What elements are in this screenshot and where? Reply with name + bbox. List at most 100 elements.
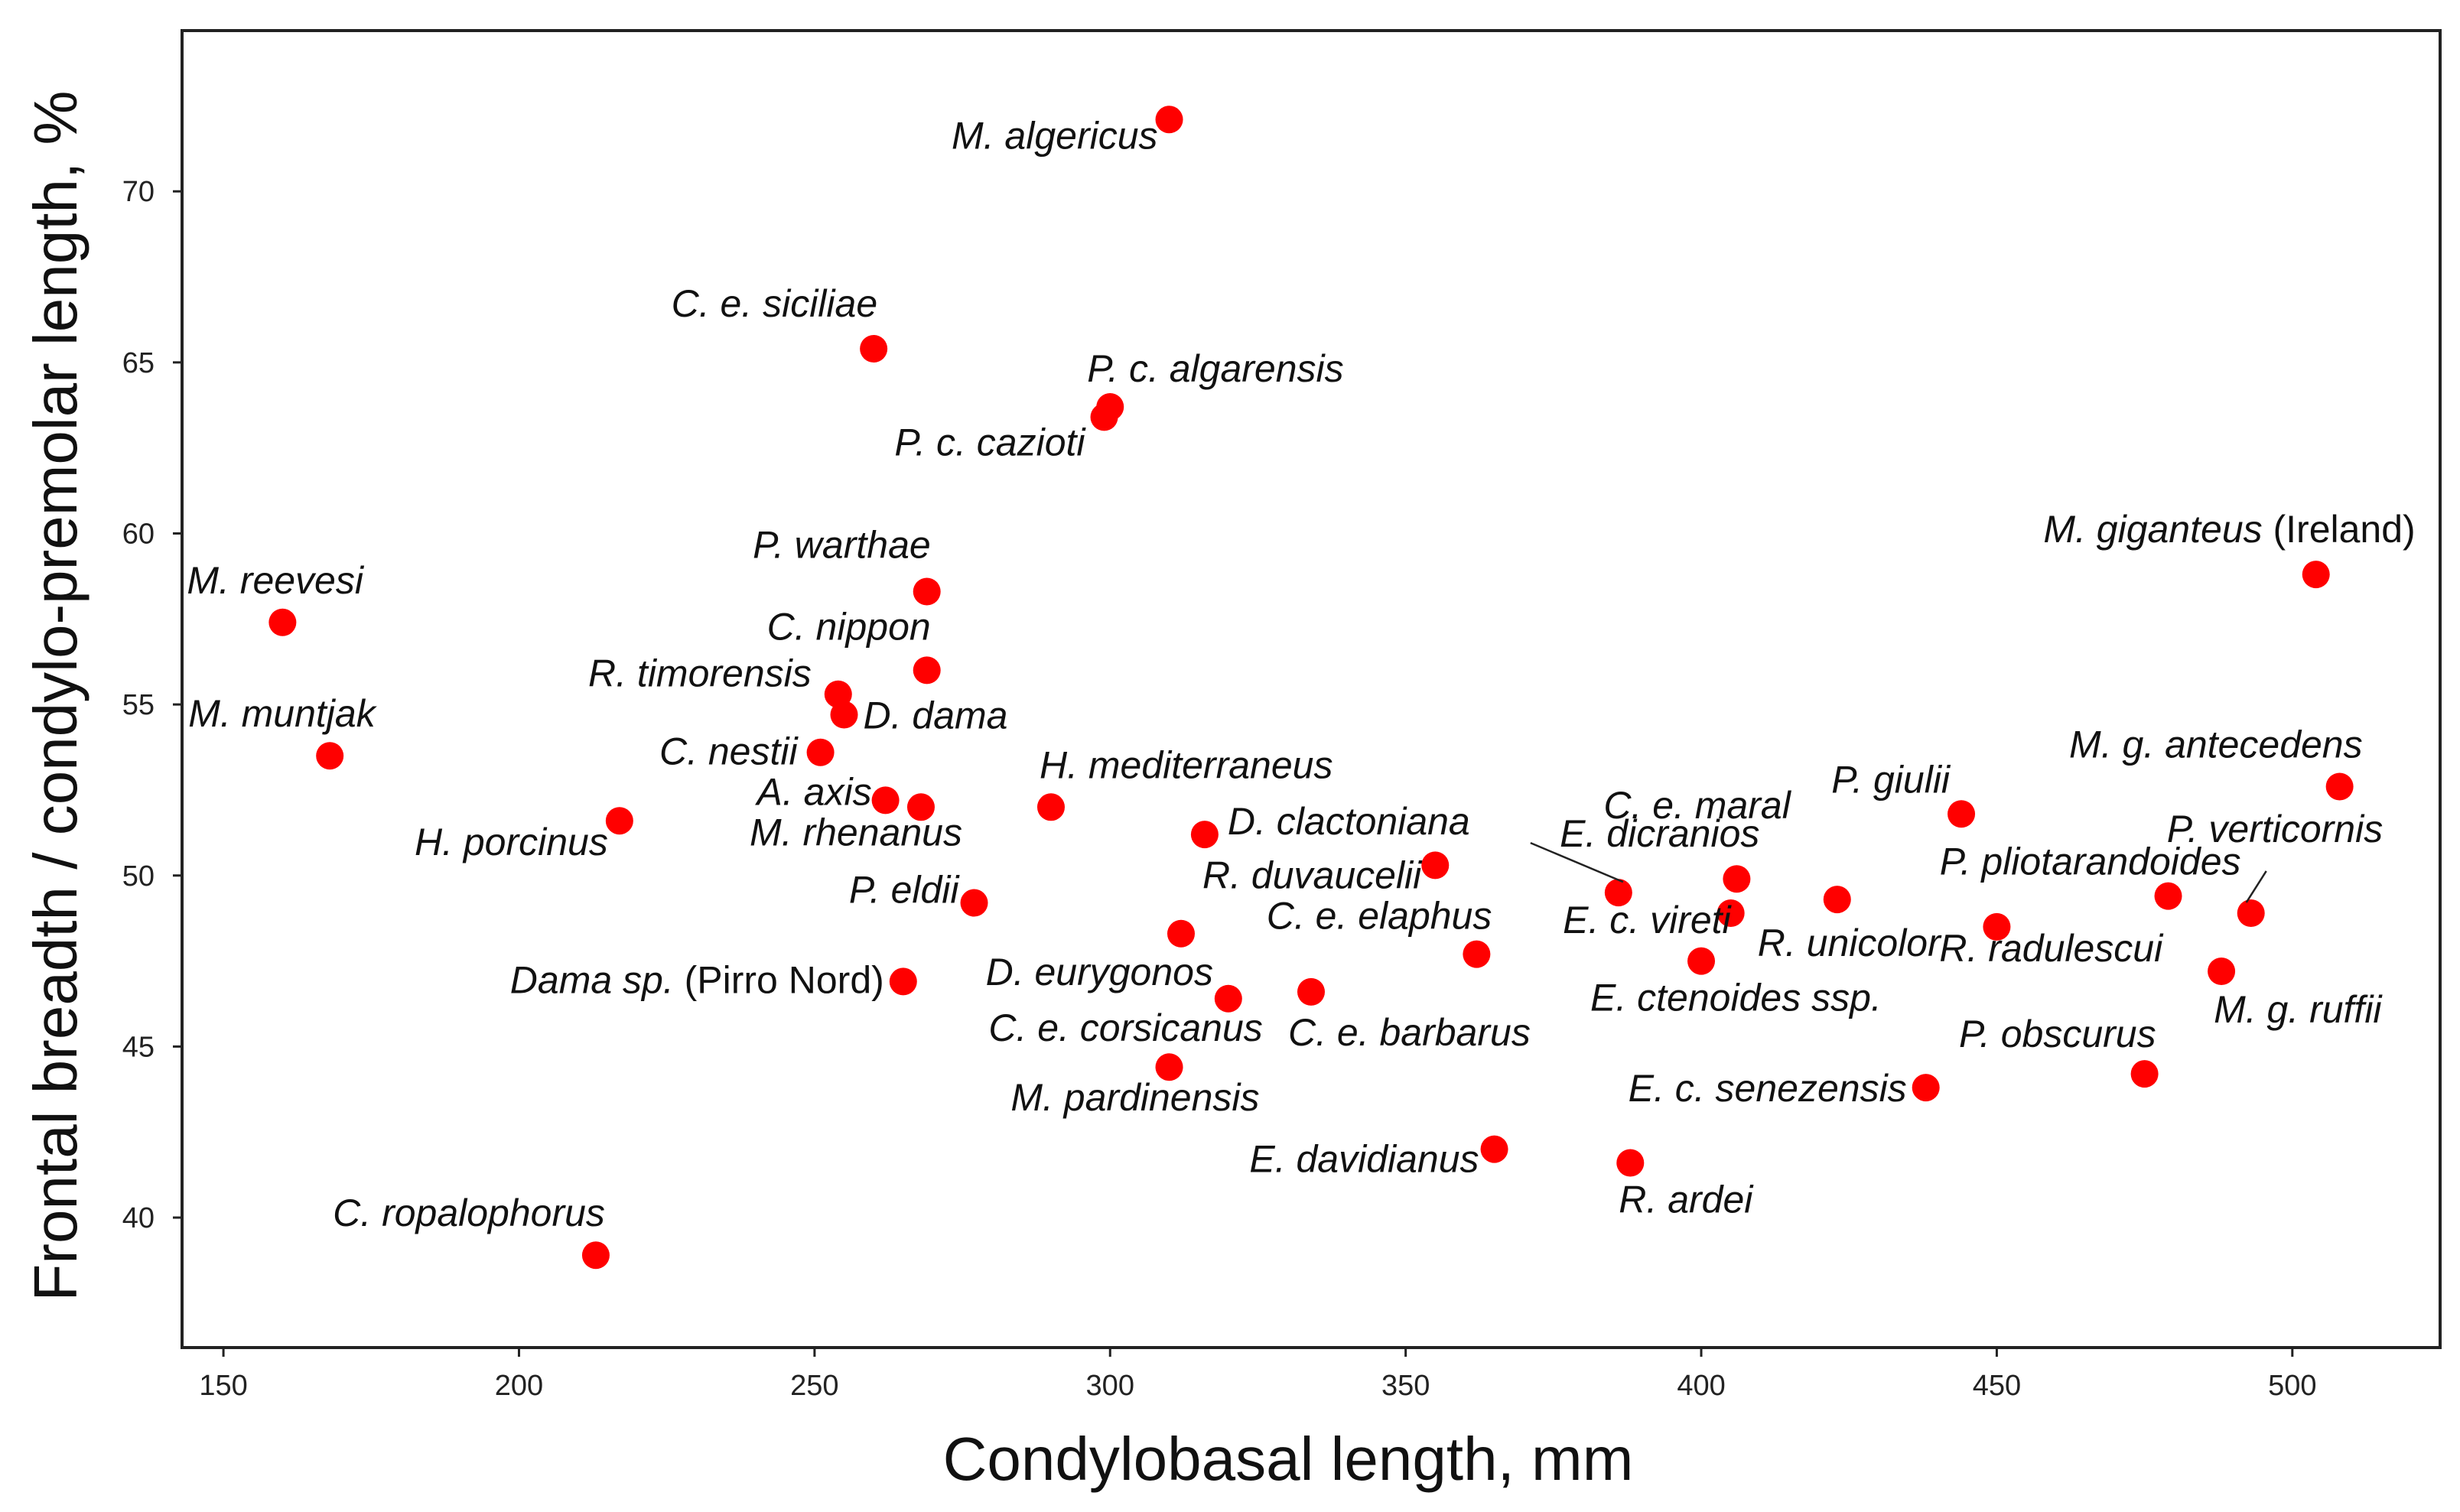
point-label: P. giulii xyxy=(1831,758,1951,801)
data-point xyxy=(871,786,900,815)
point-label: P. warthae xyxy=(753,524,931,567)
plot-frame xyxy=(181,29,2442,1349)
data-point xyxy=(889,967,917,996)
point-label: R. ardei xyxy=(1619,1178,1754,1221)
y-axis-title: Frontal breadth / condylo-premolar lengt… xyxy=(21,90,89,1301)
point-label: M. giganteus (Ireland) xyxy=(2043,508,2415,551)
point-label: R. timorensis xyxy=(588,652,812,695)
data-points xyxy=(268,106,2354,1270)
point-label: C. e. elaphus xyxy=(1267,895,1492,938)
data-point xyxy=(1155,106,1183,134)
point-label: M. g. antecedens xyxy=(2069,723,2363,766)
point-label: E. dicranios xyxy=(1560,812,1759,855)
point-label: R. duvaucelii xyxy=(1202,854,1423,896)
data-point xyxy=(1214,984,1242,1013)
point-label: P. eldii xyxy=(849,869,961,912)
data-point xyxy=(913,656,941,684)
x-tick-label-350: 350 xyxy=(1381,1370,1430,1402)
data-point xyxy=(830,701,858,729)
data-point xyxy=(860,334,888,363)
point-label: C. nippon xyxy=(767,605,931,648)
data-point xyxy=(1155,1053,1183,1081)
point-label: C. e. maral xyxy=(1603,784,1791,827)
point-label: C. e. barbarus xyxy=(1288,1011,1531,1054)
point-label: R. unicolor xyxy=(1758,922,1942,964)
y-tick-label-70: 70 xyxy=(122,176,155,208)
axes: 150 200 250 300 350 400 450 500 40 45 50 55 60 65 70 xyxy=(122,29,2442,1402)
data-point xyxy=(1723,865,1751,893)
x-tick-label-450: 450 xyxy=(1973,1370,2021,1402)
point-label: C. ropalophorus xyxy=(333,1192,605,1234)
data-point xyxy=(268,608,297,636)
point-label: M. reevesi xyxy=(187,559,365,602)
data-point xyxy=(1190,821,1219,849)
y-tick-label-55: 55 xyxy=(122,689,155,721)
data-point xyxy=(1716,899,1745,927)
point-label: P. c. cazioti xyxy=(894,421,1086,463)
data-point xyxy=(1480,1135,1508,1163)
data-point xyxy=(1983,912,2011,941)
data-point xyxy=(1823,886,1851,914)
x-tick-label-300: 300 xyxy=(1086,1370,1134,1402)
data-point xyxy=(2208,958,2236,985)
y-tick-label-60: 60 xyxy=(122,518,155,550)
point-label: C. e. siciliae xyxy=(672,282,878,325)
data-point xyxy=(1463,940,1491,968)
data-point xyxy=(581,1241,610,1270)
y-tick-label-45: 45 xyxy=(122,1031,155,1063)
point-label: C. e. corsicanus xyxy=(988,1006,1262,1049)
point-label: M. g. ruffii xyxy=(2214,988,2383,1031)
data-point xyxy=(806,738,835,766)
data-point xyxy=(960,889,988,917)
leader-line xyxy=(1530,841,1624,883)
data-point xyxy=(1090,403,1118,431)
point-label: H. mediterraneus xyxy=(1040,743,1333,786)
data-point xyxy=(605,807,633,835)
point-label: P. pliotarandoides xyxy=(1940,841,2241,883)
data-point xyxy=(1616,1149,1645,1177)
point-label: A. axis xyxy=(755,770,872,813)
point-label: M. algericus xyxy=(952,114,1158,157)
data-point xyxy=(913,577,941,606)
point-labels: M. algericus C. e. siciliae P. c. algarens… xyxy=(187,114,2415,1234)
point-label: P. c. algarensis xyxy=(1087,347,1343,390)
data-point xyxy=(906,793,935,821)
leader-line xyxy=(2245,870,2267,903)
x-tick-label-150: 150 xyxy=(199,1370,247,1402)
x-tick-label-250: 250 xyxy=(790,1370,838,1402)
y-tick-label-50: 50 xyxy=(122,860,155,893)
data-point xyxy=(2154,882,2182,910)
point-label: M. muntjak xyxy=(188,692,378,735)
data-point xyxy=(1912,1074,1940,1102)
point-label: C. nestii xyxy=(659,730,799,773)
point-label: D. eurygonos xyxy=(986,951,1213,993)
data-point xyxy=(1036,793,1065,821)
point-label: E. c. senezensis xyxy=(1629,1067,1907,1110)
x-axis-title: Condylobasal length, mm xyxy=(943,1425,1634,1493)
data-point xyxy=(2302,561,2330,589)
point-label: D. dama xyxy=(864,694,1008,737)
data-point xyxy=(2130,1060,2159,1088)
data-point xyxy=(1948,800,1976,828)
point-label: M. rhenanus xyxy=(750,811,962,854)
data-point xyxy=(1687,947,1716,975)
point-label: E. davidianus xyxy=(1249,1138,1479,1181)
point-label: P. obscurus xyxy=(1959,1013,2156,1055)
x-tick-label-400: 400 xyxy=(1677,1370,1725,1402)
point-label: P. verticornis xyxy=(2167,808,2384,850)
data-point xyxy=(2237,899,2265,927)
data-point xyxy=(1421,851,1450,880)
data-point xyxy=(316,742,344,770)
y-tick-label-40: 40 xyxy=(122,1202,155,1234)
point-label: E. ctenoides ssp. xyxy=(1590,977,1882,1019)
point-label: R. radulescui xyxy=(1939,927,2164,970)
point-label: M. pardinensis xyxy=(1010,1076,1259,1119)
data-point xyxy=(1297,977,1325,1006)
data-point xyxy=(2325,772,2354,801)
x-tick-label-500: 500 xyxy=(2268,1370,2316,1402)
point-label: E. c. vireti xyxy=(1563,899,1732,941)
x-tick-label-200: 200 xyxy=(495,1370,543,1402)
data-point xyxy=(1167,919,1195,948)
y-tick-label-65: 65 xyxy=(122,347,155,379)
